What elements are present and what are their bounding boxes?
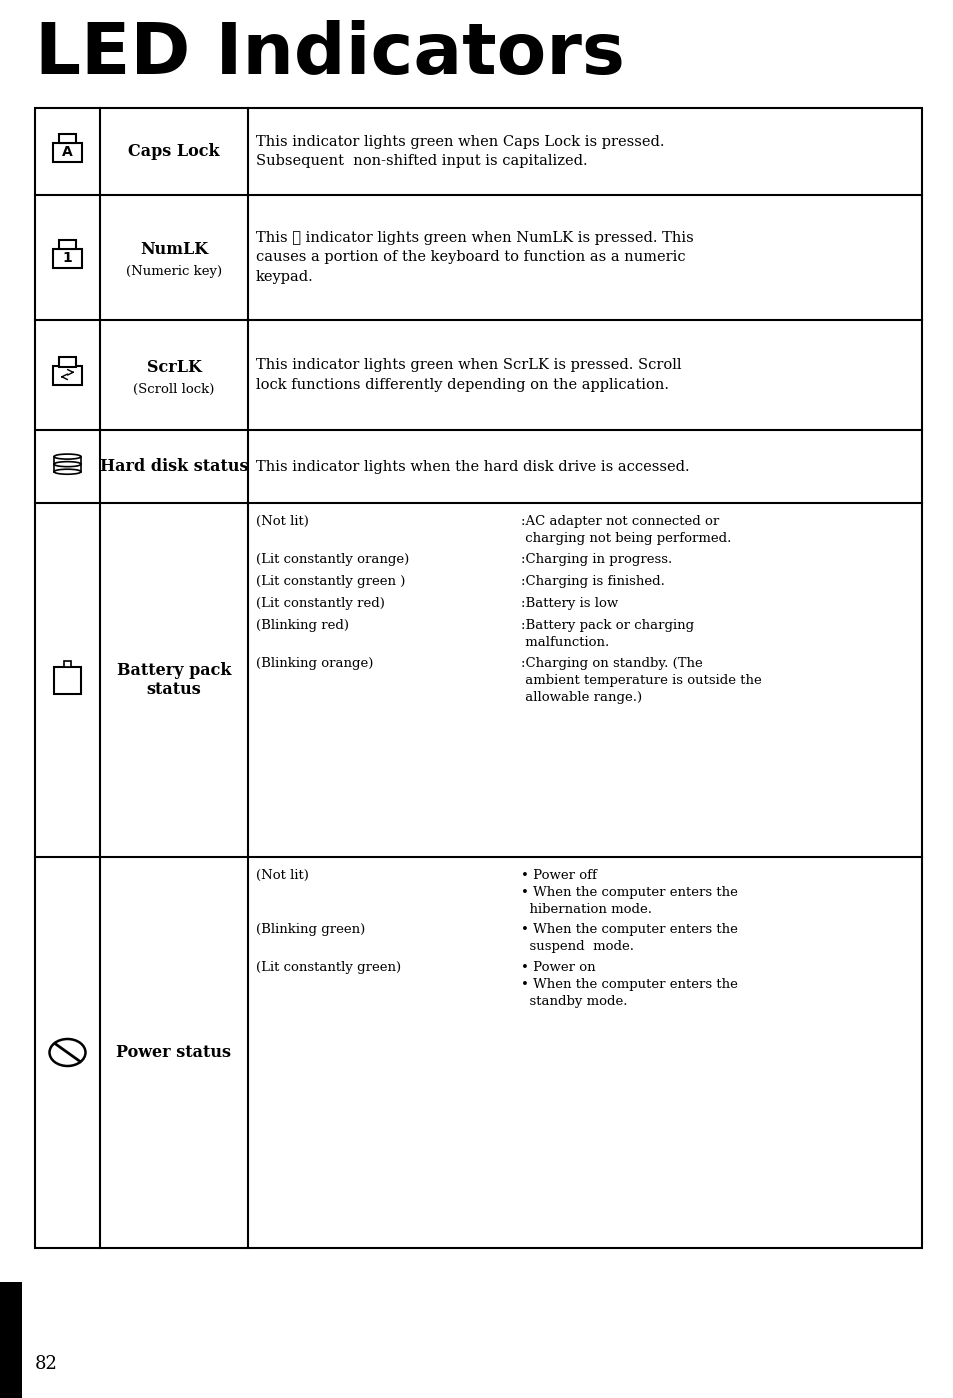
Bar <box>55 464 80 471</box>
Text: :Charging on standby. (The
 ambient temperature is outside the
 allowable range.: :Charging on standby. (The ambient tempe… <box>520 657 760 705</box>
Text: (Lit constantly orange): (Lit constantly orange) <box>255 554 409 566</box>
Text: ScrLK: ScrLK <box>147 358 201 376</box>
Text: (Numeric key): (Numeric key) <box>126 266 222 278</box>
Bar <box>0 1282 22 1398</box>
Bar <box>53 366 82 384</box>
Text: Battery pack
status: Battery pack status <box>116 661 231 698</box>
Text: (Blinking green): (Blinking green) <box>255 923 365 937</box>
Text: Caps Lock: Caps Lock <box>128 143 219 159</box>
Bar <box>59 134 76 144</box>
Text: Hard disk status: Hard disk status <box>100 459 248 475</box>
Ellipse shape <box>54 470 81 474</box>
Text: 1: 1 <box>63 252 72 266</box>
Text: (Blinking orange): (Blinking orange) <box>255 657 373 670</box>
Text: :Battery is low: :Battery is low <box>520 597 618 610</box>
Bar <box>59 240 76 249</box>
Bar <box>55 457 80 464</box>
Text: (Blinking red): (Blinking red) <box>255 619 349 632</box>
Text: (Lit constantly green): (Lit constantly green) <box>255 960 400 974</box>
Text: • Power off
• When the computer enters the
  hibernation mode.: • Power off • When the computer enters t… <box>520 870 737 916</box>
Text: Power status: Power status <box>116 1044 232 1061</box>
Text: 82: 82 <box>35 1355 58 1373</box>
Text: NumLK: NumLK <box>140 240 208 259</box>
Text: (Not lit): (Not lit) <box>255 514 309 528</box>
Text: A: A <box>62 145 72 159</box>
Text: :Charging in progress.: :Charging in progress. <box>520 554 672 566</box>
Text: :AC adapter not connected or
 charging not being performed.: :AC adapter not connected or charging no… <box>520 514 731 545</box>
Text: This indicator lights when the hard disk drive is accessed.: This indicator lights when the hard disk… <box>255 460 689 474</box>
Bar <box>35 108 921 1248</box>
Text: • When the computer enters the
  suspend  mode.: • When the computer enters the suspend m… <box>520 923 737 953</box>
Text: :Battery pack or charging
 malfunction.: :Battery pack or charging malfunction. <box>520 619 694 649</box>
Bar <box>59 358 76 366</box>
Ellipse shape <box>50 1039 86 1067</box>
Bar <box>54 667 81 693</box>
Bar <box>53 249 82 267</box>
Text: (Scroll lock): (Scroll lock) <box>133 383 214 396</box>
Text: This indicator lights green when Caps Lock is pressed.
Subsequent  non-shifted i: This indicator lights green when Caps Lo… <box>255 134 664 168</box>
Text: LED Indicators: LED Indicators <box>35 20 624 89</box>
Bar <box>53 143 82 162</box>
Text: :Charging is finished.: :Charging is finished. <box>520 575 664 589</box>
Bar <box>64 661 71 667</box>
Ellipse shape <box>54 461 81 467</box>
Text: (Not lit): (Not lit) <box>255 870 309 882</box>
Text: (Lit constantly red): (Lit constantly red) <box>255 597 384 610</box>
Text: • Power on
• When the computer enters the
  standby mode.: • Power on • When the computer enters th… <box>520 960 737 1008</box>
Text: This indicator lights green when ScrLK is pressed. Scroll
lock functions differe: This indicator lights green when ScrLK i… <box>255 358 680 391</box>
Ellipse shape <box>54 454 81 459</box>
Text: (Lit constantly green ): (Lit constantly green ) <box>255 575 405 589</box>
Text: This ⓞ indicator lights green when NumLK is pressed. This
causes a portion of th: This ⓞ indicator lights green when NumLK… <box>255 231 693 284</box>
